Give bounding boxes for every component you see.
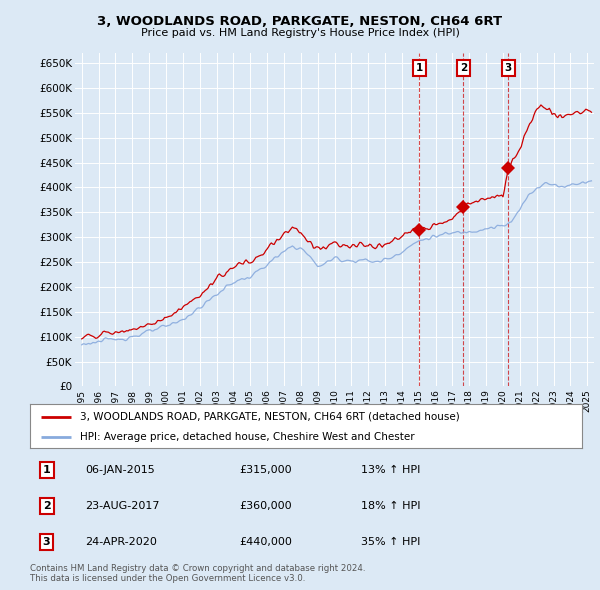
Text: 1: 1 [416, 63, 423, 73]
Text: £440,000: £440,000 [240, 537, 293, 547]
Text: 35% ↑ HPI: 35% ↑ HPI [361, 537, 421, 547]
Text: 06-JAN-2015: 06-JAN-2015 [85, 465, 155, 475]
Text: 3, WOODLANDS ROAD, PARKGATE, NESTON, CH64 6RT (detached house): 3, WOODLANDS ROAD, PARKGATE, NESTON, CH6… [80, 412, 460, 421]
Text: 3: 3 [505, 63, 512, 73]
Text: 1: 1 [43, 465, 50, 475]
Text: £360,000: £360,000 [240, 501, 292, 511]
Text: £315,000: £315,000 [240, 465, 292, 475]
Text: 23-AUG-2017: 23-AUG-2017 [85, 501, 160, 511]
Text: 13% ↑ HPI: 13% ↑ HPI [361, 465, 421, 475]
Text: HPI: Average price, detached house, Cheshire West and Chester: HPI: Average price, detached house, Ches… [80, 432, 415, 442]
Text: Contains HM Land Registry data © Crown copyright and database right 2024.
This d: Contains HM Land Registry data © Crown c… [30, 564, 365, 584]
Text: 2: 2 [43, 501, 50, 511]
Text: 3, WOODLANDS ROAD, PARKGATE, NESTON, CH64 6RT: 3, WOODLANDS ROAD, PARKGATE, NESTON, CH6… [97, 15, 503, 28]
Text: 3: 3 [43, 537, 50, 547]
Text: Price paid vs. HM Land Registry's House Price Index (HPI): Price paid vs. HM Land Registry's House … [140, 28, 460, 38]
Text: 2: 2 [460, 63, 467, 73]
Text: 24-APR-2020: 24-APR-2020 [85, 537, 157, 547]
Text: 18% ↑ HPI: 18% ↑ HPI [361, 501, 421, 511]
